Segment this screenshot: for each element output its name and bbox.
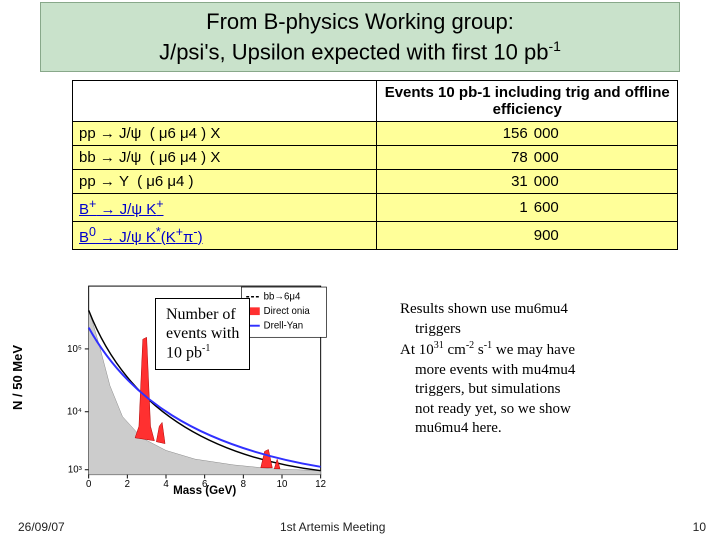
process-cell: pp → Υ ( μ6 μ4 ) [73,170,377,194]
x-axis-label: Mass (GeV) [173,484,236,497]
footer-meeting: 1st Artemis Meeting [280,520,385,534]
footer-date: 26/09/07 [18,520,65,534]
svg-text:2: 2 [125,479,130,490]
svg-text:bb→6μ4: bb→6μ4 [264,292,301,303]
results-text: Results shown use mu6mu4 triggersAt 1031… [400,300,700,439]
table-events-header: Events 10 pb-1 including trig and offlin… [377,81,678,122]
value-cell-left: 156 [377,122,534,146]
y-axis-label: N / 50 MeV [10,345,25,410]
table-blank-header [73,81,377,122]
value-cell-right: 000 [534,122,678,146]
table-row: pp → Υ ( μ6 μ4 )31000 [73,170,678,194]
svg-text:0: 0 [86,479,91,490]
table-row: bb → J/ψ ( μ6 μ4 ) X78000 [73,146,678,170]
svg-text:Direct onia: Direct onia [264,306,311,317]
value-cell-right: 000 [534,170,678,194]
value-cell-right: 600 [534,194,678,222]
table-row: B0 → J/ψ K*(K+π-) 900 [73,222,678,250]
process-cell: B+ → J/ψ K+ [73,194,377,222]
n-events-label: Number ofevents with10 pb-1 [155,298,250,370]
value-cell-left [377,222,534,250]
footer-slide-number: 10 [693,520,706,534]
svg-text:4: 4 [163,479,169,490]
yields-table: Events 10 pb-1 including trig and offlin… [72,80,678,250]
svg-text:10⁵: 10⁵ [67,344,82,355]
value-cell-left: 31 [377,170,534,194]
value-cell-left: 1 [377,194,534,222]
svg-text:10: 10 [277,479,288,490]
process-cell: pp → J/ψ ( μ6 μ4 ) X [73,122,377,146]
svg-text:10³: 10³ [68,465,83,476]
svg-text:12: 12 [315,479,326,490]
value-cell-right: 900 [534,222,678,250]
value-cell-right: 000 [534,146,678,170]
process-cell: bb → J/ψ ( μ6 μ4 ) X [73,146,377,170]
svg-text:8: 8 [241,479,246,490]
table-row: B+ → J/ψ K+1600 [73,194,678,222]
svg-text:Drell-Yan: Drell-Yan [264,321,304,332]
table-row: pp → J/ψ ( μ6 μ4 ) X156000 [73,122,678,146]
svg-text:10⁴: 10⁴ [67,407,82,418]
slide-title: From B-physics Working group:J/psi's, Up… [40,2,680,72]
value-cell-left: 78 [377,146,534,170]
process-cell: B0 → J/ψ K*(K+π-) [73,222,377,250]
